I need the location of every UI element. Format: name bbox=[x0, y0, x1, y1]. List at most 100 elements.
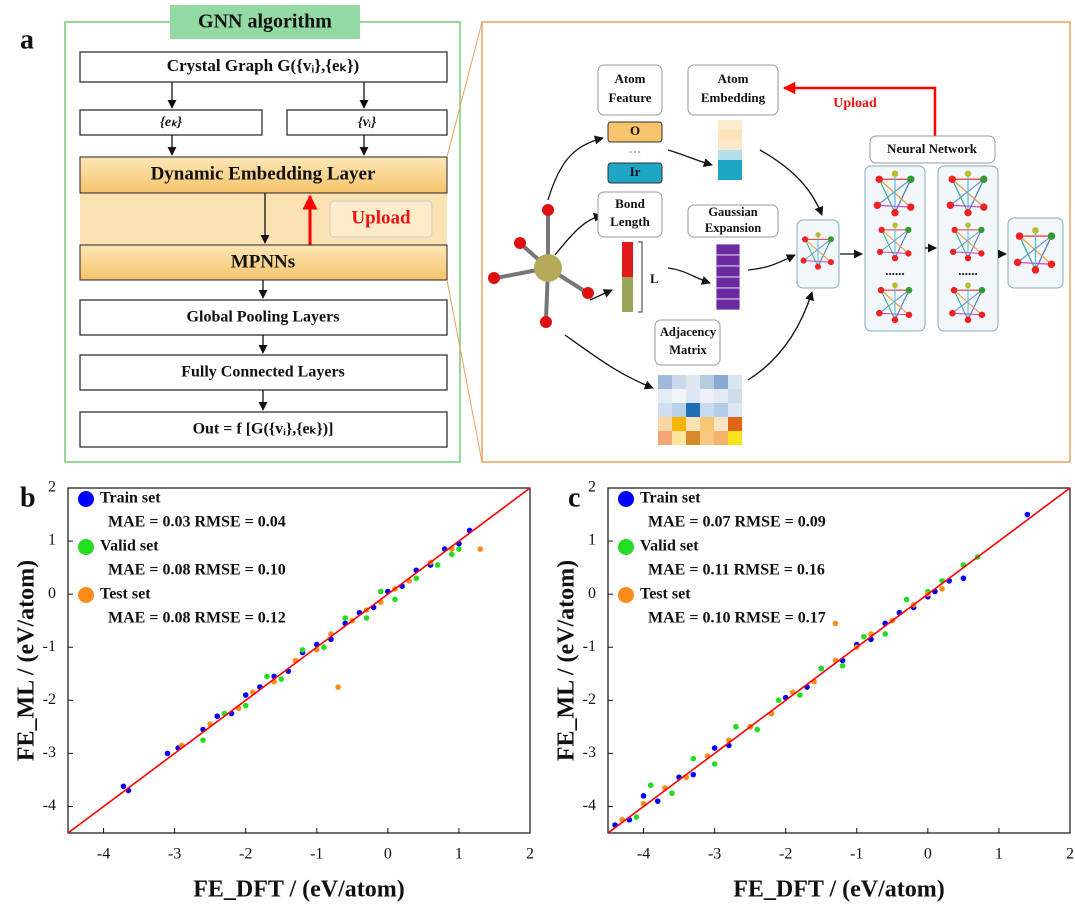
adjacency-label: Adjacency bbox=[660, 325, 717, 339]
y-axis-label: FE_ML / (eV/atom) bbox=[14, 560, 40, 761]
data-point bbox=[242, 692, 249, 698]
data-point bbox=[797, 692, 803, 698]
data-point bbox=[832, 620, 839, 627]
data-point bbox=[456, 546, 462, 552]
pooling-box bbox=[79, 299, 448, 336]
gaussian-label: Gaussian bbox=[708, 205, 757, 219]
plot-frame bbox=[607, 487, 1071, 834]
crystal-graph-box bbox=[79, 51, 448, 83]
x-tick-label: -2 bbox=[239, 846, 252, 863]
data-point bbox=[640, 793, 647, 799]
data-point bbox=[321, 644, 327, 651]
gaussian-box bbox=[687, 204, 779, 238]
metric-annotation: MAE = 0.10 RMSE = 0.17 bbox=[648, 610, 826, 627]
arrow bbox=[747, 254, 796, 271]
x-axis-label: FE_DFT / (eV/atom) bbox=[733, 877, 945, 903]
data-point bbox=[377, 588, 384, 595]
edges-label: {eₖ} bbox=[160, 115, 182, 130]
workflow-panel: Atom Feature O ··· Ir Atom Embedding Upl… bbox=[481, 21, 1071, 463]
atom-embedding-label: Atom bbox=[717, 71, 748, 86]
y-tick-label: -3 bbox=[583, 744, 596, 761]
y-tick-label: -3 bbox=[43, 744, 56, 761]
data-point bbox=[413, 575, 420, 582]
data-point bbox=[363, 615, 370, 621]
y-tick-label: -1 bbox=[43, 638, 56, 655]
feature-o-box bbox=[607, 121, 663, 143]
data-point bbox=[775, 697, 782, 704]
upload-box bbox=[329, 200, 433, 238]
ellipsis: ...... bbox=[958, 263, 978, 278]
arrow bbox=[667, 149, 713, 168]
nn-label: Neural Network bbox=[887, 141, 978, 156]
bond-length-box bbox=[597, 191, 663, 238]
y-tick-label: -4 bbox=[43, 797, 56, 814]
feature-dots: ··· bbox=[628, 144, 641, 159]
data-point bbox=[654, 798, 661, 804]
bond-bar bbox=[622, 277, 633, 312]
x-tick-label: -1 bbox=[310, 846, 323, 863]
x-tick-label: -4 bbox=[637, 846, 650, 863]
data-point bbox=[392, 596, 398, 603]
data-point bbox=[903, 596, 910, 603]
scatter-chart: -4 -3 -2 -1 0 1 2 -4 -3 -2 -1 0 1 2 Train set MAE = 0.0… bbox=[554, 479, 1075, 903]
nodes-label: {vᵢ} bbox=[358, 115, 376, 130]
data-point bbox=[449, 551, 455, 558]
legend-marker bbox=[78, 491, 94, 507]
y-tick-label: -1 bbox=[583, 638, 596, 655]
bond-length-label: Bond bbox=[615, 196, 645, 211]
upload-label: Upload bbox=[833, 96, 877, 111]
metric-annotation: MAE = 0.08 RMSE = 0.10 bbox=[108, 562, 286, 579]
metric-annotation: MAE = 0.03 RMSE = 0.04 bbox=[108, 514, 286, 531]
x-tick-label: -2 bbox=[779, 846, 792, 863]
arrow bbox=[667, 267, 711, 285]
panel-label: a bbox=[20, 24, 34, 55]
legend-marker bbox=[618, 491, 634, 507]
data-point bbox=[633, 814, 640, 820]
adjacency-heatmap bbox=[658, 375, 742, 445]
panel-label: b bbox=[20, 482, 36, 513]
fc-label: Fully Connected Layers bbox=[181, 364, 345, 381]
y-tick-label: 2 bbox=[588, 479, 596, 496]
atom-feature-box bbox=[597, 64, 663, 116]
y-tick-label: 0 bbox=[588, 585, 596, 602]
crystal-graph: Crystal Graph G({vᵢ},{eₖ}) bbox=[167, 56, 359, 75]
arrow bbox=[759, 149, 824, 216]
arrow bbox=[564, 334, 654, 390]
data-point bbox=[733, 724, 739, 730]
legend-label: Valid set bbox=[640, 538, 699, 555]
data-point bbox=[264, 673, 270, 680]
metric-annotation: MAE = 0.08 RMSE = 0.12 bbox=[108, 610, 286, 627]
upload-label: Upload bbox=[351, 207, 411, 228]
atom-embedding-label: Embedding bbox=[701, 90, 766, 105]
atom-feature-label: Atom bbox=[614, 71, 645, 86]
data-point bbox=[214, 713, 221, 720]
data-point bbox=[278, 676, 285, 682]
feature-ir-box bbox=[607, 162, 663, 184]
data-point bbox=[690, 755, 697, 762]
data-point bbox=[200, 737, 206, 743]
y-tick-label: 2 bbox=[48, 479, 56, 496]
data-point bbox=[882, 631, 888, 637]
feature-o: O bbox=[630, 123, 640, 138]
embedding-box bbox=[79, 156, 448, 194]
adjacency-label: Matrix bbox=[669, 343, 707, 357]
data-point bbox=[434, 562, 441, 568]
x-tick-label: -3 bbox=[708, 846, 721, 863]
y-tick-label: 1 bbox=[588, 532, 596, 549]
data-point bbox=[647, 782, 654, 789]
mpnn-label: MPNNs bbox=[231, 251, 295, 272]
legend-marker bbox=[618, 587, 634, 603]
data-point bbox=[711, 761, 718, 767]
zoom-line bbox=[446, 21, 483, 158]
legend-label: Train set bbox=[100, 490, 161, 507]
data-point bbox=[754, 726, 761, 733]
data-point bbox=[690, 771, 697, 778]
scatter-chart: -4 -3 -2 -1 0 1 2 -4 -3 -2 -1 0 1 2 Train set MAE = 0.0… bbox=[14, 479, 535, 903]
data-point bbox=[669, 790, 675, 796]
x-tick-label: 0 bbox=[384, 846, 392, 863]
x-tick-label: -4 bbox=[97, 846, 110, 863]
legend-label: Test set bbox=[100, 586, 151, 603]
length-symbol: L bbox=[650, 271, 659, 286]
